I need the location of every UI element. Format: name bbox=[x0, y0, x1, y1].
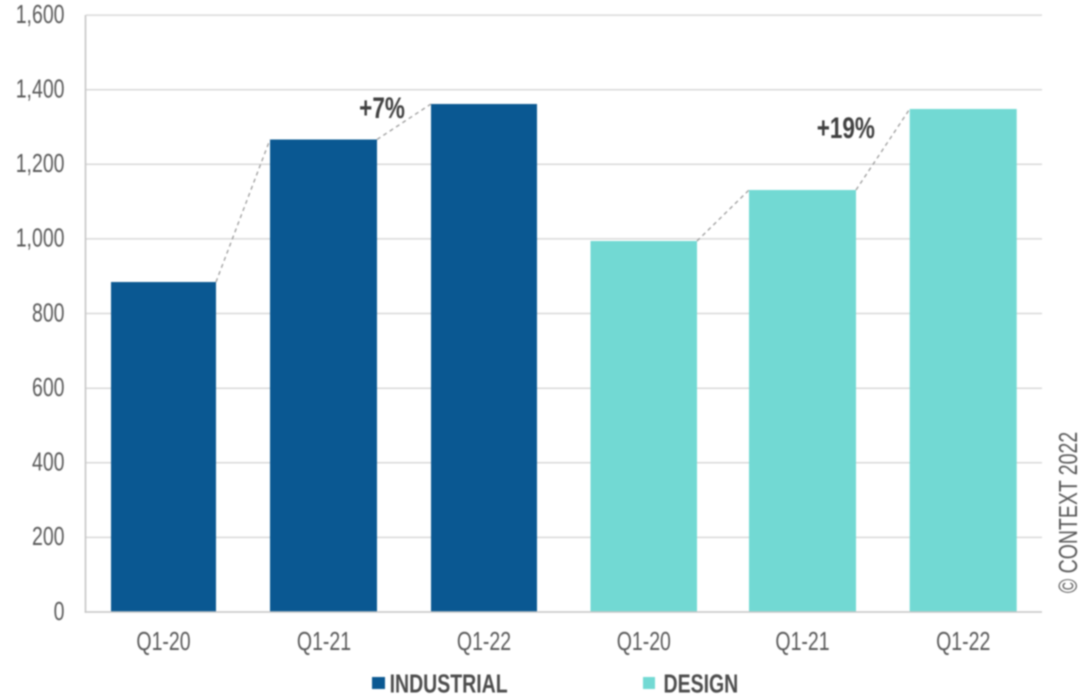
svg-text:INDUSTRIAL: INDUSTRIAL bbox=[390, 669, 508, 698]
svg-text:1,000: 1,000 bbox=[16, 223, 65, 252]
svg-text:Q1-20: Q1-20 bbox=[617, 626, 671, 655]
svg-text:Q1-22: Q1-22 bbox=[936, 626, 990, 655]
svg-text:800: 800 bbox=[32, 298, 65, 327]
svg-text:1,200: 1,200 bbox=[16, 148, 65, 177]
svg-text:600: 600 bbox=[32, 372, 65, 401]
svg-text:Q1-20: Q1-20 bbox=[136, 626, 190, 655]
svg-text:400: 400 bbox=[32, 447, 65, 476]
svg-text:200: 200 bbox=[32, 521, 65, 550]
svg-text:Q1-21: Q1-21 bbox=[775, 626, 829, 655]
svg-text:+7%: +7% bbox=[359, 91, 405, 125]
svg-text:0: 0 bbox=[54, 596, 65, 625]
svg-text:1,400: 1,400 bbox=[16, 74, 65, 103]
svg-text:DESIGN: DESIGN bbox=[664, 669, 739, 698]
svg-text:Q1-21: Q1-21 bbox=[297, 626, 351, 655]
svg-text:1,600: 1,600 bbox=[16, 0, 65, 29]
svg-text:© CONTEXT 2022: © CONTEXT 2022 bbox=[1053, 432, 1082, 593]
svg-text:+19%: +19% bbox=[817, 111, 875, 145]
svg-text:Q1-22: Q1-22 bbox=[457, 626, 511, 655]
